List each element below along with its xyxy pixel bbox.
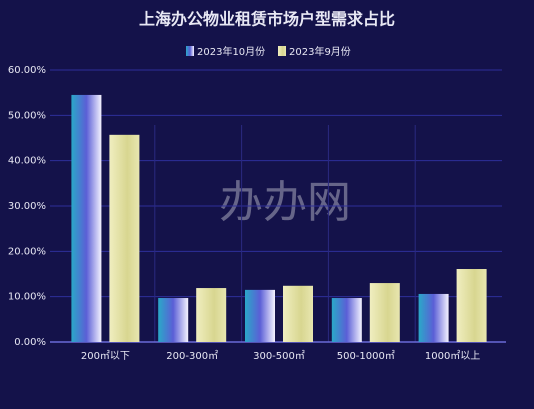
- y-tick-label: 50.00%: [8, 110, 46, 121]
- bar: [196, 288, 227, 342]
- legend-swatch: [278, 46, 286, 56]
- bar: [456, 269, 487, 342]
- x-tick-label: 300-500㎡: [253, 350, 305, 362]
- bar: [369, 283, 400, 342]
- y-tick-label: 40.00%: [8, 156, 46, 167]
- x-tick-label: 200㎡以下: [81, 350, 130, 362]
- bar: [331, 298, 362, 342]
- y-tick-label: 60.00%: [8, 65, 46, 76]
- x-tick-label: 500-1000㎡: [337, 350, 395, 362]
- legend-label: 2023年10月份: [197, 45, 265, 58]
- y-tick-label: 0.00%: [14, 337, 46, 348]
- bar: [71, 94, 102, 342]
- legend-label: 2023年9月份: [289, 45, 351, 58]
- x-tick-label: 1000㎡以上: [425, 350, 480, 362]
- bar: [245, 289, 275, 342]
- y-tick-label: 10.00%: [8, 292, 46, 303]
- bar: [109, 134, 140, 342]
- y-tick-label: 30.00%: [8, 201, 46, 212]
- x-tick-label: 200-300㎡: [166, 350, 218, 362]
- chart-title: 上海办公物业租赁市场户型需求占比: [139, 10, 395, 29]
- bar: [418, 293, 449, 342]
- legend-swatch: [186, 46, 194, 56]
- bar: [158, 298, 189, 342]
- bar: [283, 285, 313, 342]
- watermark: 办办网: [219, 177, 351, 228]
- y-tick-label: 20.00%: [8, 246, 46, 257]
